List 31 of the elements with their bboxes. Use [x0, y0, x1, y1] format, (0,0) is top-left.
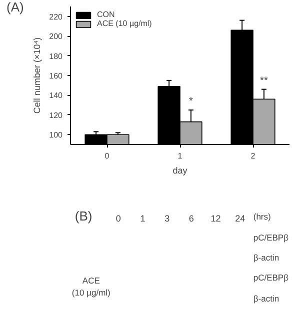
category-label: 12 — [210, 214, 221, 224]
y-axis-title: Cell number (×10⁴) — [32, 37, 42, 114]
text: β-actin — [253, 294, 280, 304]
annotation: * — [189, 96, 194, 108]
y-tick-label: 220 — [49, 12, 64, 22]
text: pC/EBPβ — [253, 232, 289, 242]
category-label: 0 — [116, 214, 121, 224]
text: (10 µg/ml) — [72, 288, 111, 298]
y-tick-label: 200 — [49, 32, 64, 42]
category-label: 6 — [188, 214, 194, 224]
category-label: 1 — [140, 214, 146, 224]
x-tick-label: 0 — [104, 152, 110, 160]
y-tick-label: 140 — [49, 91, 64, 100]
y-tick-label: 180 — [49, 52, 64, 61]
category-label: 24 — [235, 214, 246, 224]
text: (hrs) — [253, 212, 272, 222]
chart-title: (A) — [6, 0, 24, 14]
legend-label: ACE (10 µg/ml) — [97, 19, 152, 28]
x-tick-label: 1 — [178, 152, 183, 160]
annotation: ** — [260, 75, 268, 86]
text: β-actin — [253, 252, 280, 262]
text: pC/EBPβ — [253, 272, 289, 282]
y-tick-label: 160 — [49, 72, 64, 80]
text: ACE — [82, 276, 100, 286]
category-label: 3 — [164, 214, 170, 224]
legend-label: CON — [97, 10, 116, 19]
x-axis-title: day — [172, 166, 188, 176]
y-tick-label: 120 — [49, 110, 64, 120]
y-tick-label: 100 — [49, 130, 64, 140]
x-tick-label: 2 — [250, 152, 256, 160]
text: (B) — [74, 208, 92, 224]
